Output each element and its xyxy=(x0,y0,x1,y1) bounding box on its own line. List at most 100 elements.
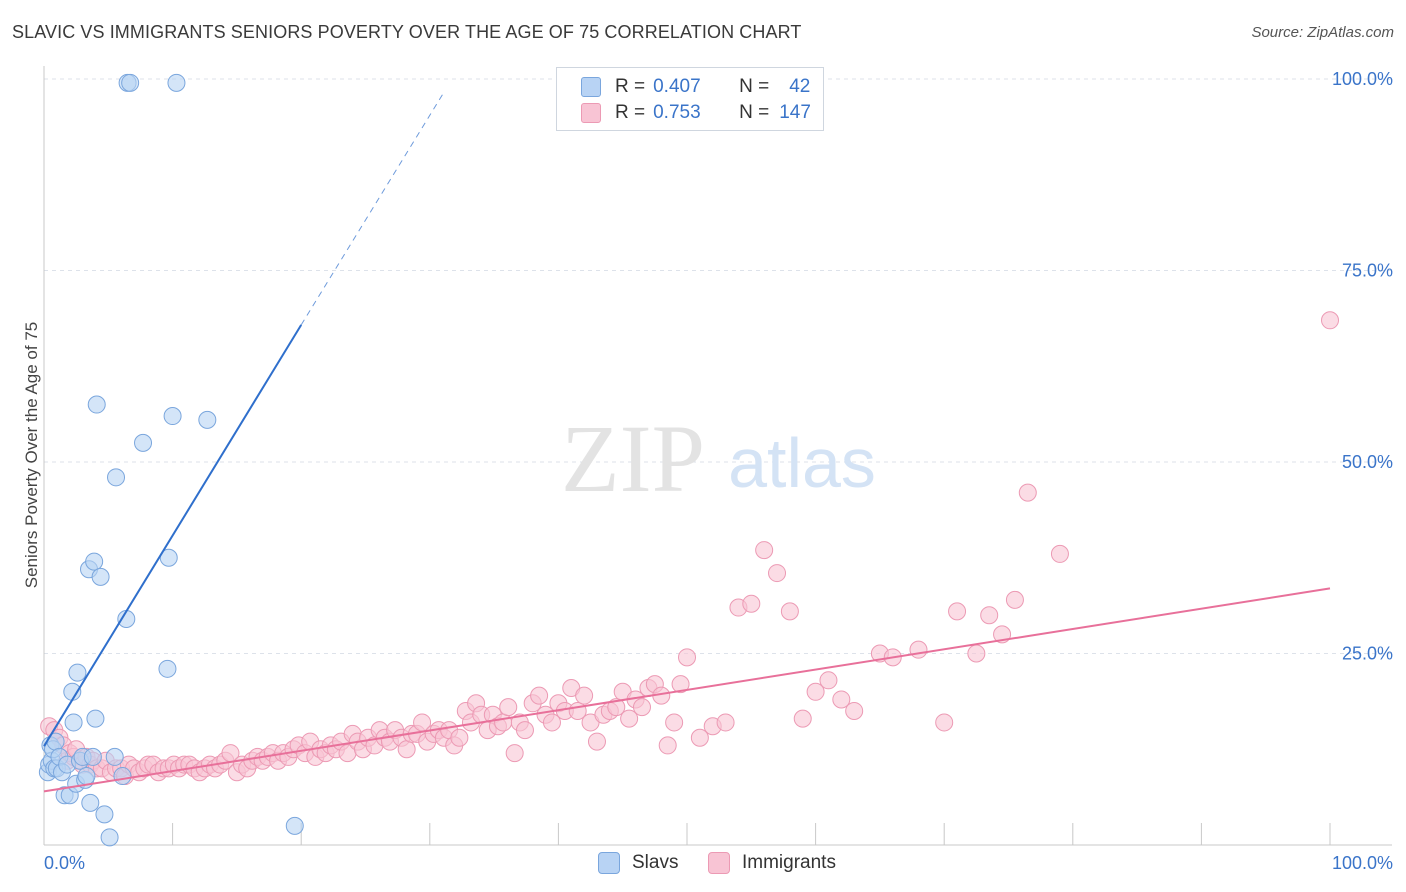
immigrants-point xyxy=(530,686,549,705)
slavs-point xyxy=(91,567,110,586)
immigrants-n-label: N = xyxy=(739,102,770,123)
axes xyxy=(43,66,1392,846)
slavs-r-label: R = xyxy=(615,76,646,97)
immigrants-trend-line xyxy=(43,587,1331,793)
legend-row-immigrants: R = 0.753 N = 147 xyxy=(581,101,811,125)
tick-labels: 25.0% 50.0% 75.0% 100.0% 0.0% 100.0% xyxy=(44,69,1393,873)
immigrants-n-value: 147 xyxy=(779,102,811,123)
slavs-point xyxy=(87,395,106,414)
immigrants-point xyxy=(780,602,799,621)
immigrants-point xyxy=(742,594,761,613)
legend-item-immigrants[interactable]: Immigrants xyxy=(708,852,836,874)
slavs-point xyxy=(86,709,105,728)
slavs-point xyxy=(158,659,177,678)
slavs-point xyxy=(68,663,87,682)
zipatlas-watermark: ZIP atlas xyxy=(561,405,876,512)
immigrants-r-value: 0.753 xyxy=(653,102,701,123)
immigrants-point xyxy=(658,736,677,755)
slavs-point xyxy=(121,73,140,92)
slavs-point xyxy=(107,468,126,487)
immigrants-point xyxy=(755,541,774,560)
slavs-point xyxy=(134,433,153,452)
legend-row-slavs: R = 0.407 N = 42 xyxy=(581,75,810,99)
immigrants-point xyxy=(806,682,825,701)
immigrants-point xyxy=(716,713,735,732)
immigrants-point xyxy=(397,740,416,759)
slavs-point xyxy=(95,805,114,824)
trend-lines xyxy=(43,94,1331,793)
immigrants-point xyxy=(1005,590,1024,609)
immigrants-swatch xyxy=(581,103,601,123)
watermark-atlas: atlas xyxy=(728,424,876,502)
slavs-point xyxy=(100,828,119,847)
immigrants-point xyxy=(690,728,709,747)
slavs-n-label: N = xyxy=(739,76,770,97)
immigrants-point xyxy=(607,698,626,717)
immigrants-point xyxy=(665,713,684,732)
slavs-point xyxy=(83,747,102,766)
immigrants-point xyxy=(678,648,696,667)
immigrants-point xyxy=(793,709,812,728)
slavs-legend-swatch xyxy=(598,852,620,874)
immigrants-point xyxy=(967,644,986,663)
chart-title: SLAVIC VS IMMIGRANTS SENIORS POVERTY OVE… xyxy=(12,22,802,42)
immigrants-point xyxy=(819,671,838,690)
slavs-trend-extension xyxy=(300,94,444,326)
immigrants-point xyxy=(587,732,606,751)
immigrants-point xyxy=(1050,544,1069,563)
y-tick-label: 100.0% xyxy=(1332,69,1393,89)
immigrants-point xyxy=(1018,483,1037,502)
y-tick-label: 50.0% xyxy=(1342,452,1393,472)
immigrants-legend-label: Immigrants xyxy=(742,852,836,873)
x-tick-label-min: 0.0% xyxy=(44,853,85,873)
immigrants-point xyxy=(832,690,851,709)
immigrants-point xyxy=(632,698,651,717)
slavs-point xyxy=(105,747,124,766)
immigrants-point xyxy=(768,564,787,583)
immigrants-point xyxy=(505,744,524,763)
source-label: Source: ZipAtlas.com xyxy=(1251,24,1394,41)
immigrants-point xyxy=(845,701,864,720)
grid-lines xyxy=(44,78,1392,654)
slavs-point xyxy=(167,73,186,92)
immigrants-point xyxy=(494,713,513,732)
slavs-point xyxy=(163,407,182,426)
immigrants-point xyxy=(620,709,639,728)
slavs-r-value: 0.407 xyxy=(653,76,701,97)
slavs-point xyxy=(285,816,304,835)
slavs-point xyxy=(113,767,132,786)
immigrants-point xyxy=(909,640,928,659)
immigrants-points xyxy=(40,311,1339,786)
y-tick-label: 25.0% xyxy=(1342,644,1393,664)
immigrants-point xyxy=(575,686,594,705)
immigrants-point xyxy=(980,606,999,625)
slavs-n-value: 42 xyxy=(789,76,811,97)
slavs-point xyxy=(81,793,100,812)
immigrants-point xyxy=(1321,311,1339,330)
slavs-trend-line xyxy=(43,324,303,747)
slavs-point xyxy=(198,410,217,429)
legend-item-slavs[interactable]: Slavs xyxy=(598,852,678,874)
slavs-points xyxy=(38,73,304,847)
immigrants-legend-swatch xyxy=(708,852,730,874)
immigrants-point xyxy=(671,675,690,694)
slavs-point xyxy=(85,552,104,571)
slavs-point xyxy=(77,767,96,786)
immigrants-point xyxy=(948,602,967,621)
slavs-legend-label: Slavs xyxy=(632,852,679,873)
slavs-point xyxy=(159,548,178,567)
immigrants-point xyxy=(450,728,469,747)
slavs-point xyxy=(64,713,83,732)
immigrants-point xyxy=(542,713,561,732)
slavs-swatch xyxy=(581,77,601,97)
y-tick-label: 75.0% xyxy=(1342,261,1393,281)
immigrants-point xyxy=(935,713,954,732)
correlation-legend: R = 0.407 N = 42 R = 0.753 N = 147 xyxy=(556,67,824,131)
watermark-zip: ZIP xyxy=(561,405,705,512)
immigrants-point xyxy=(499,698,518,717)
series-legend: Slavs Immigrants xyxy=(0,852,1406,878)
x-tick-label-max: 100.0% xyxy=(1332,853,1393,873)
immigrants-r-label: R = xyxy=(615,102,646,123)
immigrants-point xyxy=(515,721,534,740)
